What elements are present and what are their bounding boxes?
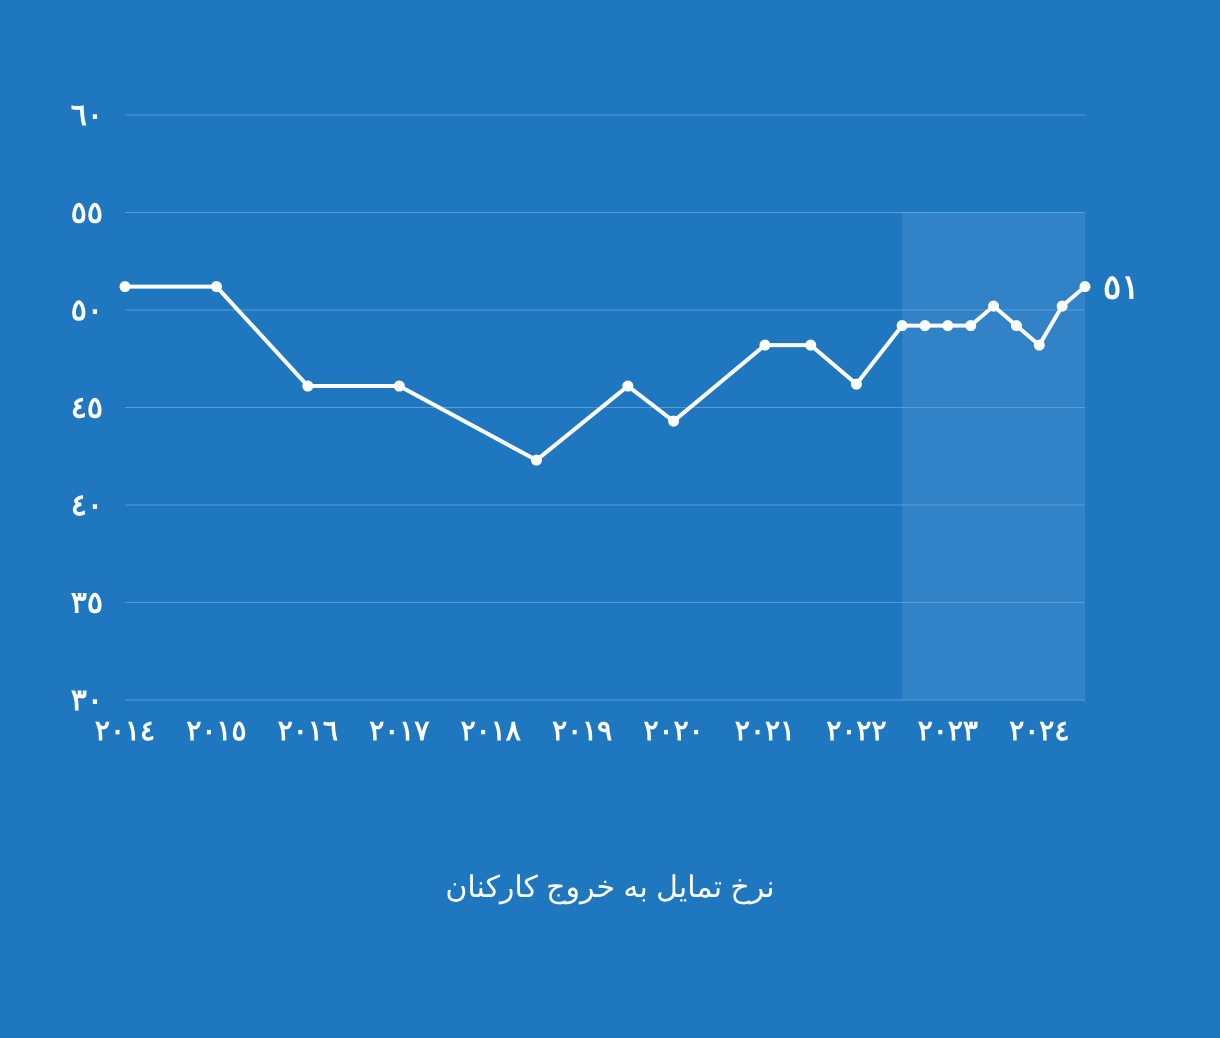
x-tick-label: ٢٠١٦ bbox=[278, 715, 338, 746]
x-tick-label: ٢٠١٧ bbox=[369, 715, 430, 746]
line-chart: ٣٠ ٣٥ ٤٠ ٤٥ ٥٠ ٥٥ ٦٠ ٢٠١٤ ٢٠١٥ ٢٠١٦ ٢٠١٧ ٢٠١٨ ٢٠١٩ ٢٠… bbox=[0, 0, 1220, 780]
x-tick-label: ٢٠١٥ bbox=[186, 715, 246, 746]
data-point bbox=[897, 321, 907, 331]
data-point bbox=[943, 321, 953, 331]
data-point bbox=[806, 340, 816, 350]
data-point bbox=[120, 282, 130, 292]
data-point bbox=[1080, 282, 1090, 292]
x-tick-label: ٢٠١٨ bbox=[461, 715, 522, 746]
data-point bbox=[211, 282, 221, 292]
data-point bbox=[1011, 321, 1021, 331]
data-point bbox=[760, 340, 770, 350]
highlight-region bbox=[902, 213, 1085, 701]
x-tick-label: ٢٠١٩ bbox=[552, 715, 612, 746]
x-tick-label: ٢٠١٤ bbox=[95, 715, 155, 746]
data-point bbox=[394, 381, 404, 391]
x-tick-label: ٢٠٢٣ bbox=[918, 715, 978, 746]
data-point bbox=[920, 321, 930, 331]
data-point bbox=[966, 321, 976, 331]
y-tick-label: ٤٥ bbox=[71, 392, 103, 425]
y-tick-label: ٥٠ bbox=[71, 294, 103, 327]
x-tick-label: ٢٠٢٢ bbox=[826, 715, 886, 746]
y-tick-label: ٤٠ bbox=[71, 489, 103, 522]
y-tick-label: ٣٠ bbox=[71, 684, 103, 717]
y-tick-label: ٥٥ bbox=[71, 197, 103, 230]
data-point bbox=[1034, 340, 1044, 350]
data-point bbox=[1057, 301, 1067, 311]
x-tick-label: ٢٠٢٠ bbox=[643, 715, 703, 746]
chart-container: ٣٠ ٣٥ ٤٠ ٤٥ ٥٠ ٥٥ ٦٠ ٢٠١٤ ٢٠١٥ ٢٠١٦ ٢٠١٧ ٢٠١٨ ٢٠١٩ ٢٠… bbox=[0, 0, 1220, 1038]
y-tick-label: ٣٥ bbox=[71, 587, 103, 620]
chart-caption: نرخ تمایل به خروج کارکنان bbox=[0, 870, 1220, 905]
data-point bbox=[851, 379, 861, 389]
y-tick-label: ٦٠ bbox=[71, 99, 103, 132]
x-tick-label: ٢٠٢١ bbox=[735, 715, 795, 746]
data-point bbox=[989, 301, 999, 311]
data-point bbox=[669, 416, 679, 426]
end-value-label: ٥١ bbox=[1103, 269, 1140, 307]
x-tick-label: ٢٠٢٤ bbox=[1009, 715, 1069, 746]
data-point bbox=[623, 381, 633, 391]
data-point bbox=[303, 381, 313, 391]
data-point bbox=[531, 455, 541, 465]
